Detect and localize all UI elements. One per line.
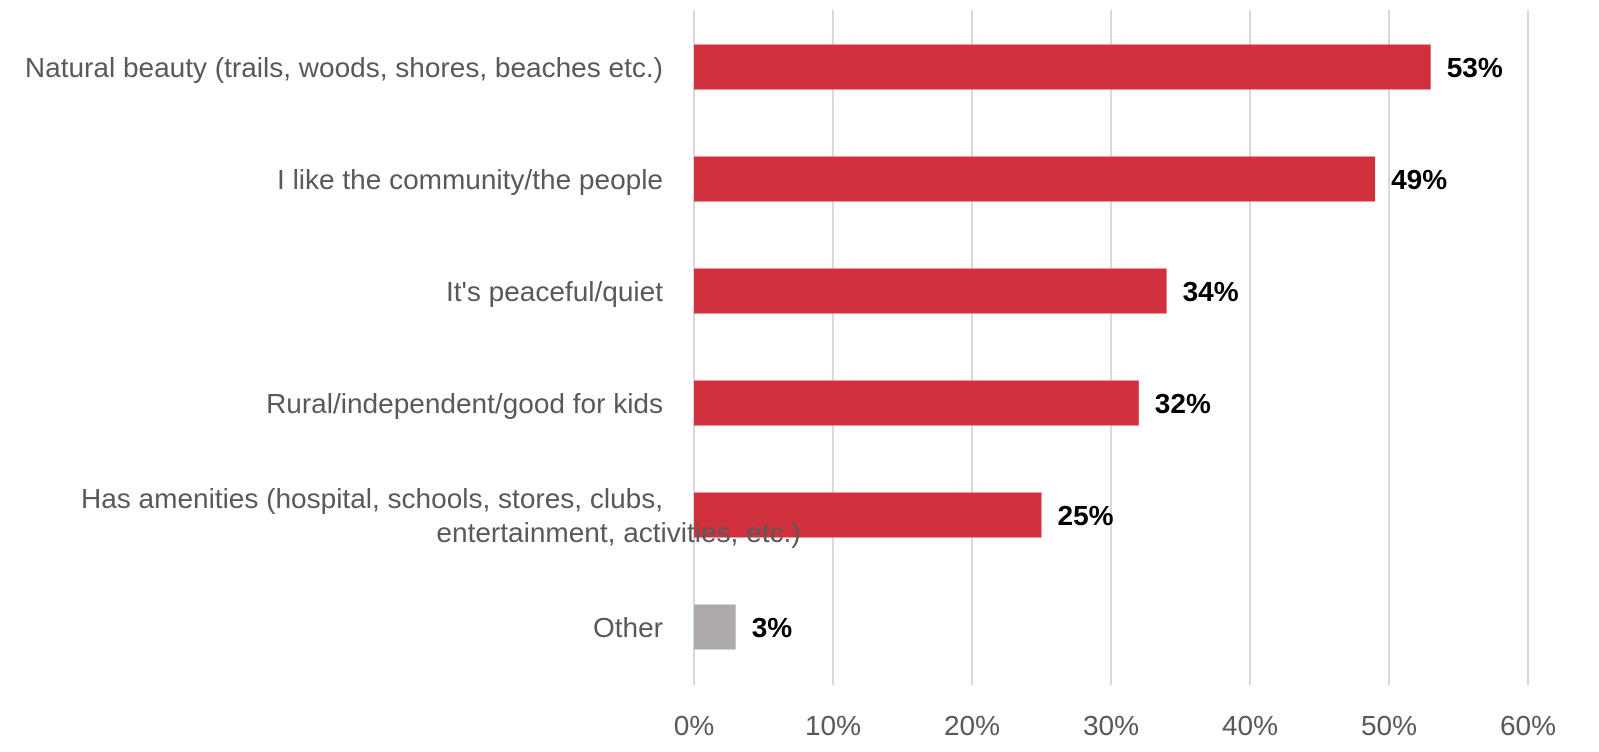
data-labels: 53% 49% 34% 32% 25% 3% <box>752 52 1503 643</box>
category-label-line: Has amenities (hospital, schools, stores… <box>81 483 663 514</box>
bar <box>694 268 1167 314</box>
x-tick-label: 20% <box>944 710 1000 741</box>
data-label: 34% <box>1183 276 1239 307</box>
category-label: It's peaceful/quiet <box>446 276 663 307</box>
x-tick-label: 30% <box>1083 710 1139 741</box>
category-label: Natural beauty (trails, woods, shores, b… <box>25 52 663 83</box>
category-label: Rural/independent/good for kids <box>266 388 663 419</box>
category-label-line: Rural/independent/good for kids <box>266 388 663 419</box>
category-label-line: Natural beauty (trails, woods, shores, b… <box>25 52 663 83</box>
x-axis-tick-labels: 0% 10% 20% 30% 40% 50% 60% <box>674 710 1556 741</box>
x-tick-label: 10% <box>805 710 861 741</box>
bar <box>694 156 1376 202</box>
category-label: I like the community/the people <box>277 164 663 195</box>
bars <box>694 44 1431 650</box>
category-labels: Natural beauty (trails, woods, shores, b… <box>25 52 801 643</box>
category-label: Has amenities (hospital, schools, stores… <box>81 483 801 548</box>
x-tick-label: 60% <box>1500 710 1556 741</box>
data-label: 25% <box>1058 500 1114 531</box>
gridlines <box>693 10 1529 685</box>
x-tick-label: 40% <box>1222 710 1278 741</box>
category-label-line: entertainment, activities, etc.) <box>436 517 800 548</box>
data-label: 53% <box>1447 52 1503 83</box>
x-tick-label: 0% <box>674 710 714 741</box>
bar <box>694 604 736 650</box>
category-label-line: Other <box>593 612 663 643</box>
bar <box>694 44 1431 90</box>
category-label-line: It's peaceful/quiet <box>446 276 663 307</box>
category-label-line: I like the community/the people <box>277 164 663 195</box>
bar <box>694 492 1042 538</box>
bar <box>694 380 1139 426</box>
data-label: 3% <box>752 612 793 643</box>
data-label: 32% <box>1155 388 1211 419</box>
category-label: Other <box>593 612 663 643</box>
x-tick-label: 50% <box>1361 710 1417 741</box>
data-label: 49% <box>1391 164 1447 195</box>
